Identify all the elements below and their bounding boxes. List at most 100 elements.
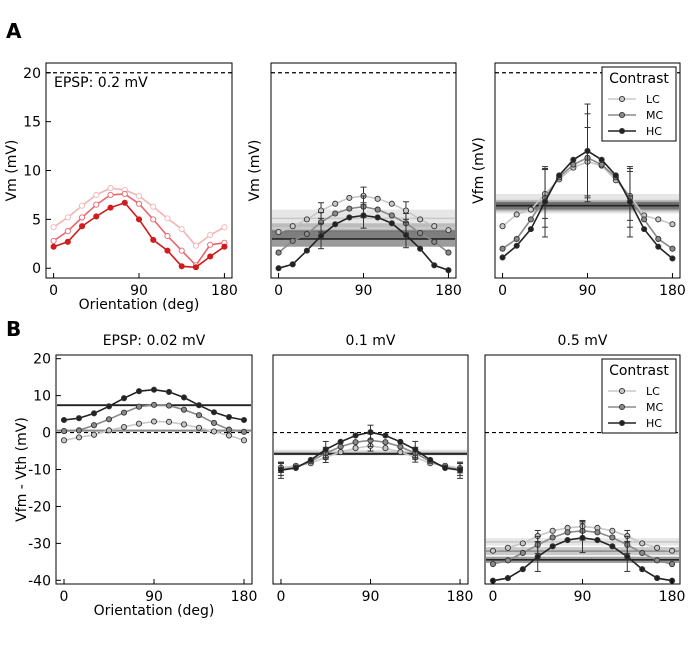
plot-frame [45,62,233,279]
legend-label: HC [646,125,662,138]
data-point [307,456,314,463]
data-point [93,201,100,208]
data-point [107,185,114,192]
subplot-title: 0.1 mV [346,333,396,349]
data-point [135,403,143,410]
data-point [456,467,464,474]
data-point [195,402,203,409]
data-point [64,238,71,245]
data-point [75,415,83,422]
y-tick-label: -30 [28,536,51,552]
data-point [513,235,520,242]
data-point [135,420,143,427]
data-point [612,172,619,179]
data-point [352,445,359,452]
x-tick-label: 90 [130,283,148,299]
data-point [210,419,218,427]
y-tick-label: 10 [23,164,41,180]
data-point [93,191,100,198]
epsp-annotation: EPSP: 0.2 mV [54,75,148,91]
data-point [60,416,68,424]
data-point [346,214,353,221]
legend-swatch-marker [618,403,626,411]
y-tick-label: 20 [33,352,51,368]
data-point [150,401,158,408]
legend: Contrast LC MC HC [601,358,677,434]
data-point [107,191,114,198]
data-point [513,211,520,218]
x-tick-label: 0 [49,283,58,299]
subplot-4: 0 90 180 -40 -30 -20 -10 0 10 20 Vfm - Vth (mV) Ori… [14,333,257,619]
data-point [431,238,438,245]
y-tick-label: 20 [23,66,41,82]
panel-letter-b: B [6,317,21,341]
data-point [519,566,526,573]
x-tick-label: 0 [60,589,69,605]
x-tick-label: 0 [498,283,507,299]
data-point [402,231,410,239]
data-point [527,216,534,223]
data-point [412,446,419,453]
data-point [431,223,438,230]
x-tick-label: 90 [355,283,373,299]
data-point [639,540,646,547]
data-point [207,253,214,260]
data-point [374,195,381,202]
data-point [303,247,310,254]
subplot-2: 0 90 180 Vm (mV) [247,62,462,299]
data-point [445,267,452,274]
data-point [669,245,676,252]
y-axis-title: Vfm (mV) [471,137,487,204]
data-point [79,223,86,230]
data-point [135,200,143,207]
y-axis-title: Vm (mV) [4,140,20,202]
data-point [668,547,676,554]
data-point [352,432,359,439]
data-point [655,235,662,242]
data-point [654,575,661,582]
data-point [527,206,534,213]
data-point [180,394,188,401]
data-point [90,422,98,429]
data-point [289,261,296,268]
series-line [63,404,245,433]
data-point [207,241,214,248]
data-point [519,540,526,547]
subplot-grid: 0 90 180 0 5 10 15 20 Vm (mV) Orientation (deg) EP… [4,62,686,619]
data-point [594,529,601,536]
data-point [499,245,506,252]
data-point [442,464,449,472]
x-tick-label: 90 [574,589,592,605]
subplot-3: 0 90 180 Vfm (mV) Contrast LC MC HC [471,62,686,299]
data-point [178,226,185,233]
data-point [519,549,526,557]
legend-title: Contrast [609,363,669,379]
data-point [382,439,389,446]
data-point [337,438,344,445]
data-point [639,549,646,557]
subplot-5: 0 90 180 0.1 mV [272,333,474,605]
data-point [225,432,233,439]
data-point [90,410,98,417]
y-axis-title: Vfm - Vth (mV) [14,417,30,522]
data-point [292,464,299,472]
data-point [609,543,616,550]
x-tick-label: 180 [447,589,474,605]
data-point [499,254,506,261]
data-point [105,416,113,423]
data-point [105,427,113,434]
x-tick-label: 180 [435,283,462,299]
data-point [120,423,128,431]
data-point [445,249,452,256]
data-point [221,224,228,231]
data-point [50,237,57,244]
data-point [352,439,359,446]
data-point [427,456,434,463]
data-point [240,416,248,424]
data-point [210,409,218,416]
x-tick-label: 0 [488,589,497,605]
data-point [221,243,228,250]
x-tick-label: 180 [659,589,686,605]
data-point [598,156,605,163]
data-point [417,229,424,237]
